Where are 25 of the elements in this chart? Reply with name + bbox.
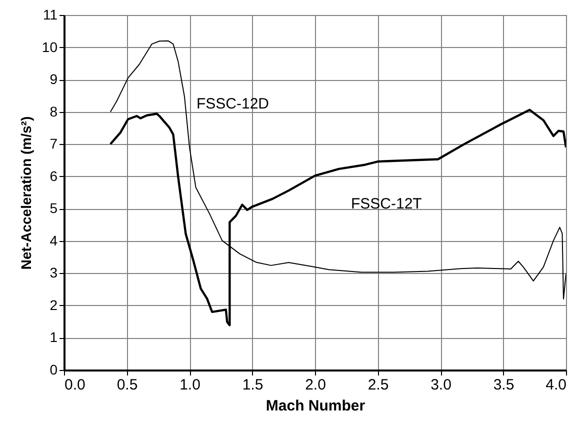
y-tick-label: 3 (50, 264, 58, 281)
y-tick-label: 9 (50, 71, 58, 88)
y-tick-label: 4 (50, 232, 58, 248)
y-tick-label: 6 (50, 168, 58, 184)
x-tick-label: 0.5 (116, 376, 138, 394)
y-tick-label: 11 (42, 6, 58, 22)
x-tick-label: 2.0 (305, 376, 326, 394)
y-tick-label: 0 (50, 362, 58, 378)
x-axis-title: Mach Number (266, 398, 366, 414)
x-tick-label: 4.0 (546, 376, 566, 394)
y-axis-title: Net-Acceleration (m/s²) (18, 116, 34, 270)
x-tick-label: 3.5 (493, 376, 514, 394)
series-label: FSSC-12T (351, 196, 422, 213)
x-tick-label: 1.0 (180, 376, 200, 394)
y-tick-label: 2 (50, 296, 58, 313)
y-tick-label: 1 (50, 329, 58, 346)
x-tick-label: 3.0 (430, 376, 452, 394)
series-label: FSSC-12D (196, 96, 270, 113)
x-tick-label: 0.0 (64, 376, 86, 394)
x-tick-label: 2.5 (368, 376, 389, 394)
y-tick-label: 10 (42, 38, 58, 55)
y-tick-label: 8 (50, 103, 58, 120)
x-tick-label: 1.5 (242, 376, 264, 394)
y-tick-label: 7 (50, 136, 58, 152)
y-tick-label: 5 (50, 200, 58, 216)
